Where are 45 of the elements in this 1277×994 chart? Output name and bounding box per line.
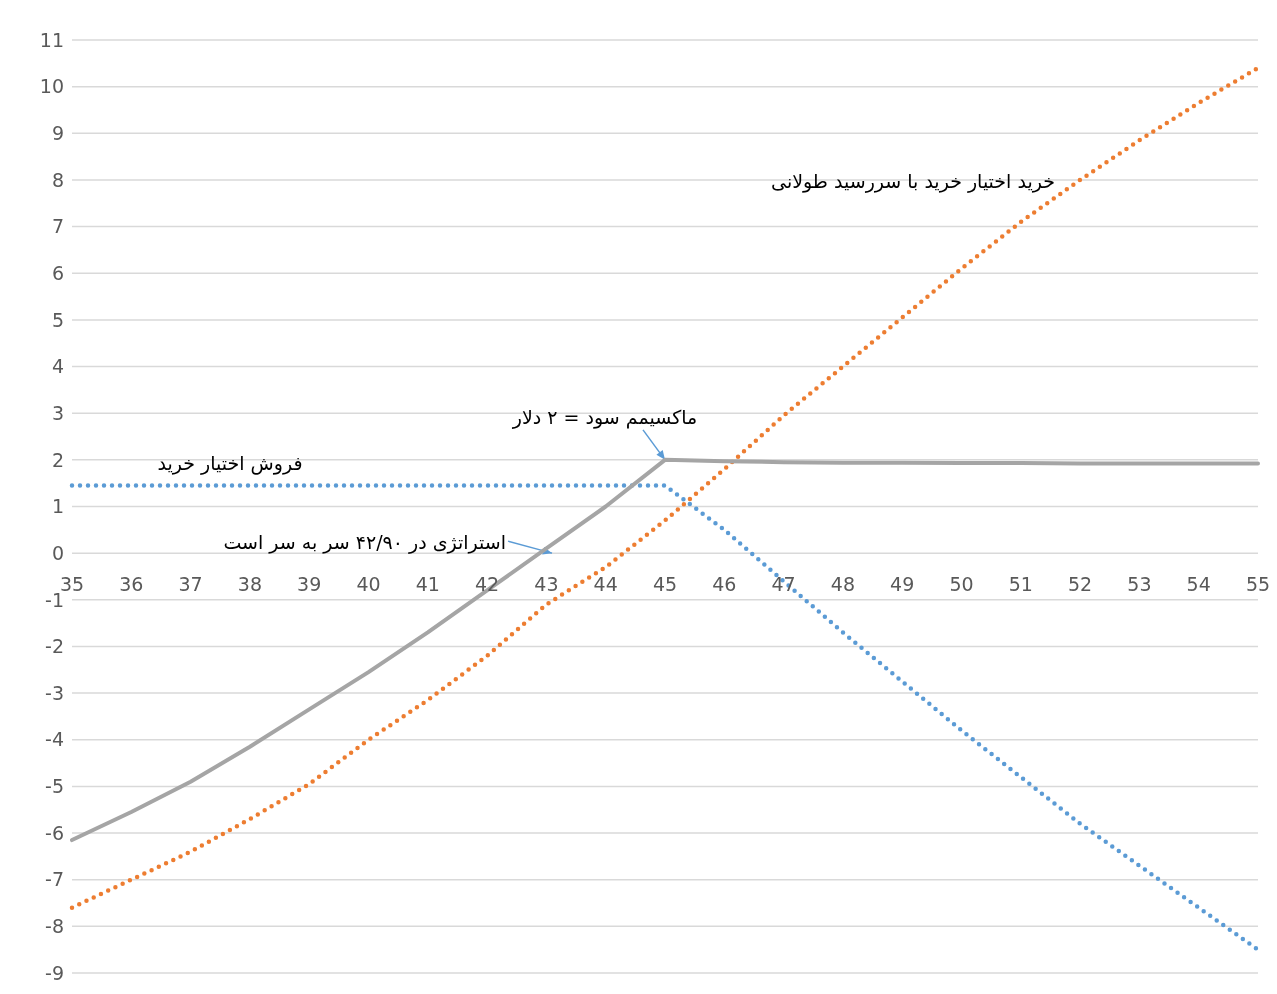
y-tick-label: -2 bbox=[45, 635, 64, 658]
x-tick-label: 48 bbox=[830, 573, 855, 596]
x-tick-label: 39 bbox=[297, 573, 322, 596]
series-label: خرید اختیار خرید با سررسید طولانی bbox=[771, 170, 1055, 193]
y-tick-label: -6 bbox=[45, 821, 64, 844]
x-tick-label: 54 bbox=[1186, 573, 1211, 596]
y-tick-label: 8 bbox=[51, 168, 64, 191]
annotation: استراتژی در ۴۲/۹۰ سر به سر است bbox=[223, 531, 507, 555]
y-tick-label: -5 bbox=[45, 775, 64, 798]
x-tick-label: 46 bbox=[712, 573, 737, 596]
y-tick-label: -9 bbox=[45, 961, 64, 984]
x-tick-label: 51 bbox=[1008, 573, 1033, 596]
x-tick-label: 47 bbox=[771, 573, 796, 596]
x-tick-label: 37 bbox=[178, 573, 203, 596]
y-tick-label: 5 bbox=[51, 308, 64, 331]
x-tick-label: 35 bbox=[59, 573, 85, 596]
x-tick-label: 52 bbox=[1068, 573, 1093, 596]
x-tick-label: 38 bbox=[237, 573, 262, 596]
y-tick-label: 11 bbox=[39, 28, 64, 51]
x-tick-label: 40 bbox=[356, 573, 381, 596]
x-tick-label: 55 bbox=[1245, 573, 1271, 596]
y-tick-label: 4 bbox=[51, 355, 64, 378]
x-tick-label: 49 bbox=[890, 573, 915, 596]
y-tick-label: 7 bbox=[51, 215, 64, 238]
x-tick-label: 44 bbox=[593, 573, 618, 596]
x-tick-label: 50 bbox=[949, 573, 974, 596]
x-tick-label: 36 bbox=[119, 573, 144, 596]
x-tick-label: 42 bbox=[475, 573, 500, 596]
x-tick-label: 41 bbox=[415, 573, 440, 596]
series-label: فروش اختیار خرید bbox=[157, 452, 303, 475]
y-tick-label: -3 bbox=[45, 681, 64, 704]
y-tick-label: 1 bbox=[51, 495, 64, 518]
y-tick-label: 3 bbox=[51, 401, 64, 424]
x-tick-label: 45 bbox=[652, 573, 678, 596]
y-tick-label: 0 bbox=[51, 541, 64, 564]
annotation: ماکسیمم سود = ۲ دلار bbox=[511, 405, 698, 429]
y-tick-label: -7 bbox=[45, 868, 64, 891]
y-tick-label: 2 bbox=[51, 448, 64, 471]
y-tick-label: 9 bbox=[51, 122, 64, 145]
y-tick-label: -4 bbox=[45, 728, 64, 751]
x-tick-label: 43 bbox=[534, 573, 559, 596]
x-tick-label: 53 bbox=[1127, 573, 1152, 596]
y-tick-label: 10 bbox=[39, 75, 64, 98]
y-tick-label: 6 bbox=[51, 261, 64, 284]
y-tick-label: -8 bbox=[45, 915, 64, 938]
